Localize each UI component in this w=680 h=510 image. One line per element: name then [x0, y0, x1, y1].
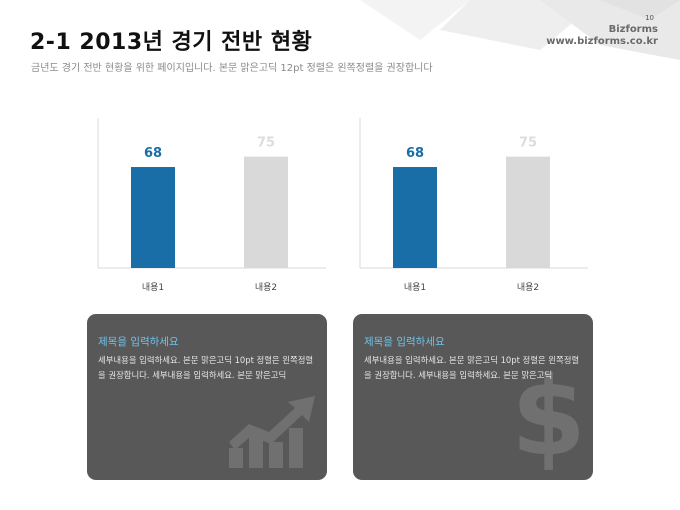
- dollar-icon: $: [511, 355, 587, 480]
- data-label: 75: [519, 136, 537, 151]
- data-label: 68: [144, 146, 162, 161]
- page-subtitle: 금년도 경기 전반 현황을 위한 페이지입니다. 본문 맑은고딕 12pt 정렬…: [31, 63, 433, 74]
- data-label: 68: [406, 146, 424, 161]
- info-card-right: $ 제목을 입력하세요 세부내용을 입력하세요. 본문 맑은고딕 10pt 정렬…: [353, 314, 593, 480]
- bar-1: [131, 167, 175, 268]
- x-tick-label: 내용2: [255, 282, 277, 293]
- card-body: 세부내용을 입력하세요. 본문 맑은고딕 10pt 정렬은 왼쪽정렬을 권장합니…: [98, 355, 314, 380]
- bar-1: [393, 167, 437, 268]
- chart-svg: 68 내용1 75 내용2: [97, 118, 326, 293]
- page-number: 10: [645, 14, 654, 22]
- chart-svg: 68 내용1 75 내용2: [359, 118, 588, 293]
- brand-name: Bizforms: [608, 24, 658, 35]
- growth-chart-icon: [229, 396, 315, 468]
- x-tick-label: 내용1: [404, 282, 426, 293]
- bar-2: [506, 156, 550, 268]
- data-label: 75: [257, 136, 275, 151]
- bar-2: [244, 156, 288, 268]
- x-tick-label: 내용2: [517, 282, 539, 293]
- bar-chart-right: 68 내용1 75 내용2: [352, 112, 612, 302]
- x-tick-label: 내용1: [142, 282, 164, 293]
- brand-url: www.bizforms.co.kr: [546, 36, 658, 47]
- card-title: 제목을 입력하세요: [98, 336, 179, 348]
- card-body: 세부내용을 입력하세요. 본문 맑은고딕 10pt 정렬은 왼쪽정렬을 권장합니…: [364, 355, 580, 380]
- bar-chart-left: 68 내용1 75 내용2: [90, 112, 350, 302]
- page-title: 2-1 2013년 경기 전반 현황: [30, 30, 313, 55]
- info-card-left: 제목을 입력하세요 세부내용을 입력하세요. 본문 맑은고딕 10pt 정렬은 …: [87, 314, 327, 480]
- header-background-decoration: [360, 0, 680, 60]
- card-title: 제목을 입력하세요: [364, 336, 445, 348]
- brand-logo[interactable]: Bizforms www.bizforms.co.kr: [546, 24, 658, 48]
